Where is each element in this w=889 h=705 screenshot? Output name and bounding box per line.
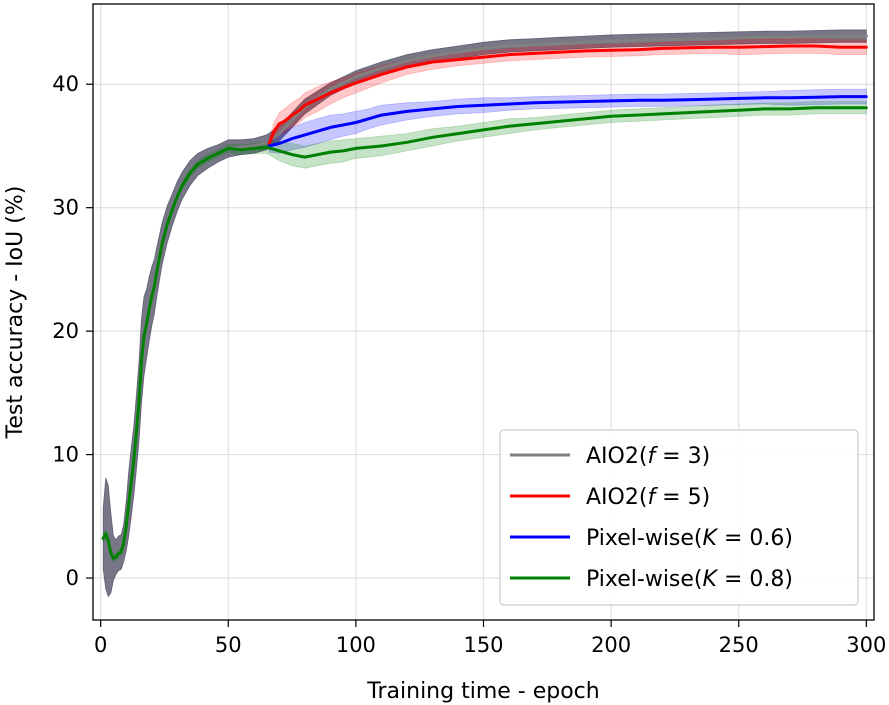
legend-label-1: AIO2(f = 3) (586, 444, 710, 469)
x-tick-label: 250 (719, 633, 759, 657)
series-2-line (267, 44, 868, 145)
legend: AIO2(f = 3) AIO2(f = 5) Pixel-wise(K = 0.6… (499, 429, 859, 606)
y-axis-label: Test accuracy - IoU (%) (3, 186, 28, 440)
series-3-line (267, 95, 868, 148)
y-tick-label: 10 (52, 443, 79, 467)
legend-label-4: Pixel-wise(K = 0.8) (586, 567, 793, 592)
legend-box (499, 429, 859, 606)
series-1-band (102, 29, 867, 598)
y-tick-label: 30 (52, 196, 79, 220)
series-3-band (268, 88, 867, 154)
grid (93, 4, 874, 620)
x-tick-label: 200 (591, 633, 631, 657)
x-tick-label: 300 (846, 633, 886, 657)
legend-label-2: AIO2(f = 5) (586, 485, 710, 510)
x-tick-label: 50 (215, 633, 242, 657)
x-tick-label: 0 (94, 633, 107, 657)
x-tick-label: 150 (463, 633, 503, 657)
x-tick-label: 100 (336, 633, 376, 657)
y-tick-label: 40 (52, 72, 79, 96)
y-tick-label: 20 (52, 319, 79, 343)
y-tick-label: 0 (66, 566, 79, 590)
series-lines (101, 34, 868, 560)
series-4-line (101, 106, 868, 560)
x-axis-label: Training time - epoch (366, 679, 599, 704)
legend-label-3: Pixel-wise(K = 0.6) (586, 526, 793, 551)
axis-ticks: 0 50 100 150 200 250 300 0 10 20 30 40 (52, 72, 886, 657)
